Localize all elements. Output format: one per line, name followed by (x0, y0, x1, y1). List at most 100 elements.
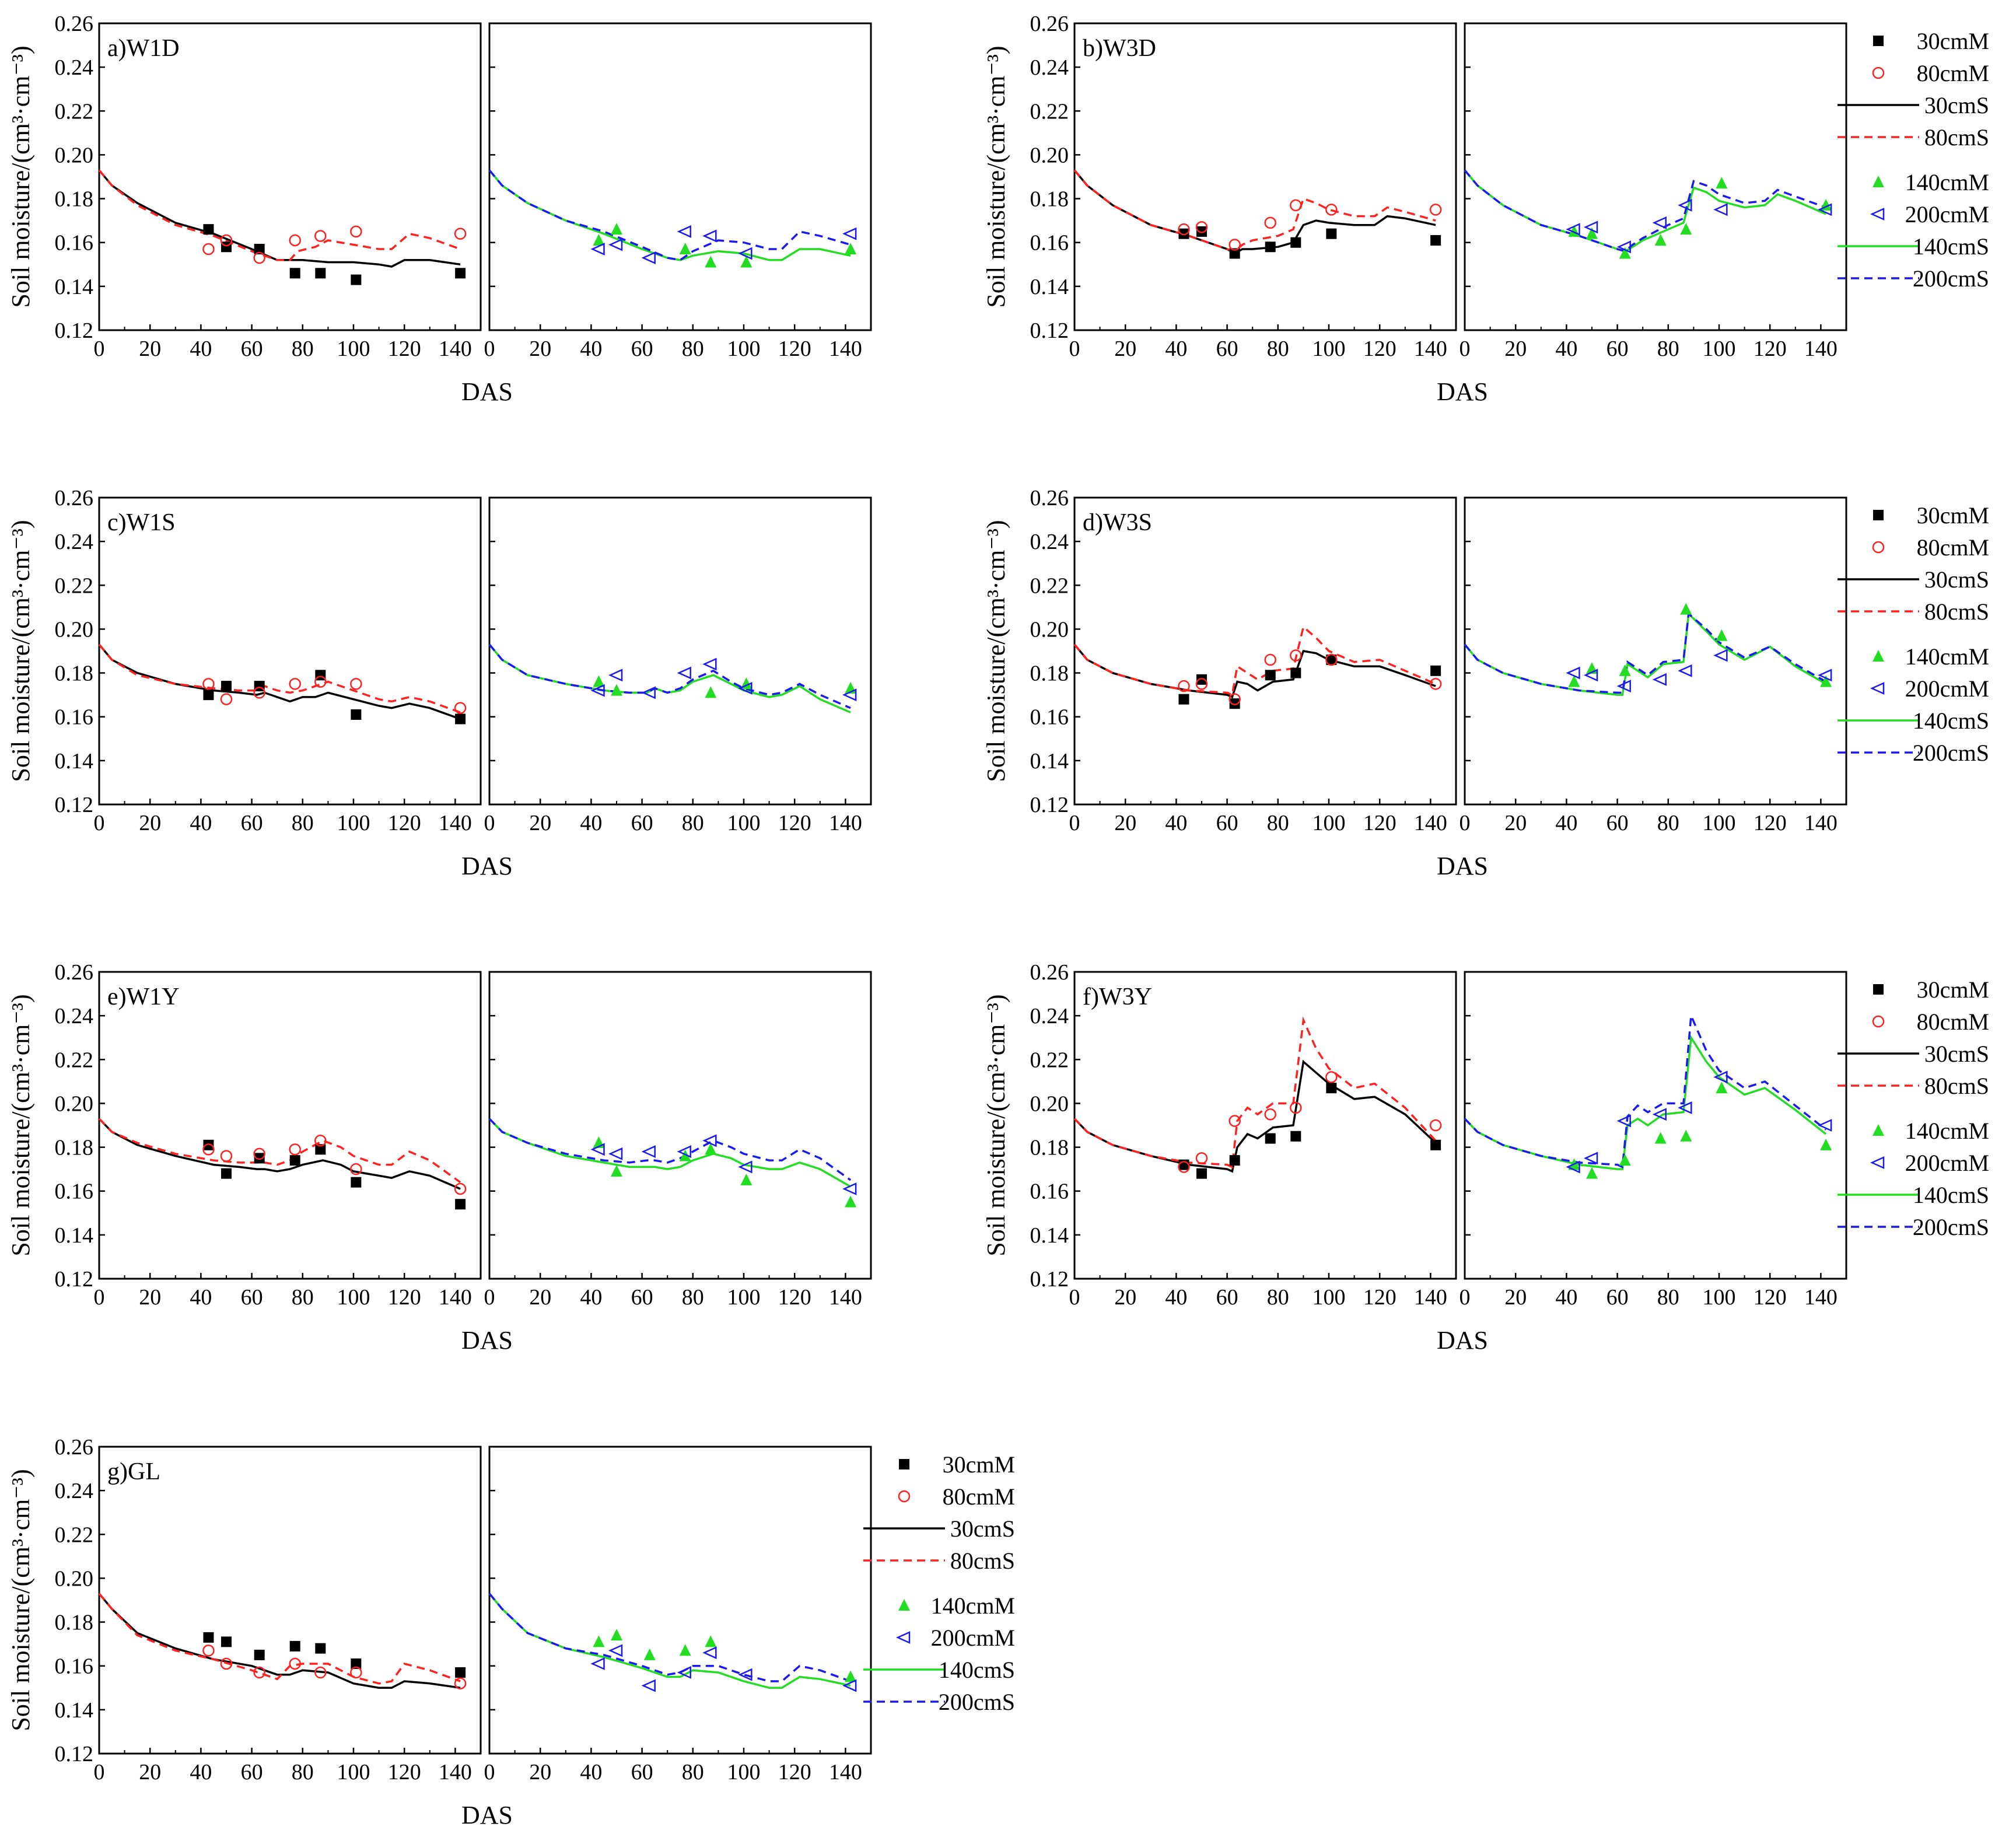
x-tick-label: 80 (1267, 337, 1289, 361)
data-point-30cmm (203, 690, 214, 701)
data-point-140cmm (1619, 664, 1631, 676)
x-tick-label: 140 (1804, 1285, 1838, 1310)
data-point-140cmm (1654, 1132, 1667, 1144)
y-axis-title: Soil moisture/(cm³·cm⁻³) (982, 994, 1010, 1256)
legend-swatch-200cmm (1870, 1156, 1885, 1169)
y-tick-label: 0.26 (1030, 486, 1069, 510)
data-point-200cmm (641, 1145, 656, 1159)
x-tick-label: 80 (292, 1285, 314, 1310)
legend-label-140cms: 140cmS (1913, 233, 1989, 260)
data-point-200cmm (1713, 203, 1728, 216)
data-point-200cmm (608, 238, 623, 251)
data-point-80cmm (1228, 693, 1241, 705)
x-tick-label: 0 (94, 337, 105, 361)
data-point-200cmm (677, 1145, 691, 1159)
data-point-80cmm (202, 243, 215, 256)
panel-a-w1d-subplot-2: 0 20 40 60 80 100 120 140 (484, 22, 872, 361)
legend-label-200cmm: 200cmM (1905, 201, 1989, 228)
data-point-200cmm (590, 1657, 605, 1670)
x-tick-label: 120 (778, 337, 811, 361)
data-point-80cmm (1195, 1152, 1208, 1164)
data-point-140cmm (705, 686, 717, 698)
panel-label: e)W1Y (107, 984, 180, 1010)
series-line-140cms (488, 643, 851, 713)
data-point-200cmm (842, 1182, 857, 1195)
data-point-140cmm (643, 1648, 656, 1660)
series-line-80cms (1073, 169, 1436, 253)
x-tick-label: 140 (1414, 337, 1447, 361)
data-point-140cmm (611, 684, 622, 696)
data-point-30cmm (1265, 1133, 1276, 1144)
data-point-80cmm (289, 1657, 301, 1670)
y-tick-label: 0.22 (55, 99, 94, 124)
x-tick-label: 0 (1460, 337, 1471, 361)
x-tick-label: 20 (139, 811, 161, 835)
legend-label-30cms: 30cmS (1924, 92, 1989, 118)
data-point-200cmm (1678, 1101, 1692, 1114)
data-point-30cmm (203, 224, 214, 235)
series-line-140cms (1464, 169, 1826, 253)
series-line-200cms (488, 169, 851, 261)
legend-swatch-140cmm (898, 1599, 910, 1611)
data-point-140cmm (1680, 1129, 1692, 1142)
x-tick-label: 40 (1165, 811, 1187, 835)
panel-f-w3y-subplot-2: 0 20 40 60 80 100 120 140 (1460, 971, 1847, 1310)
x-tick-label: 20 (1114, 1285, 1136, 1310)
x-tick-label: 140 (1414, 1285, 1447, 1310)
data-point-30cmm (1326, 655, 1337, 666)
y-tick-label: 0.12 (55, 1267, 94, 1292)
data-point-140cmm (1654, 233, 1667, 246)
panel-e-w1y-subplot-2: 0 20 40 60 80 100 120 140 (484, 971, 872, 1310)
x-tick-label: 120 (778, 1760, 811, 1784)
x-tick-label: 120 (778, 1285, 811, 1310)
data-point-30cmm (1265, 670, 1276, 681)
data-point-30cmm (351, 709, 362, 720)
y-tick-label: 0.26 (55, 960, 94, 985)
data-point-200cmm (1678, 198, 1692, 212)
panel-g-gl-subplot-2: 0 20 40 60 80 100 120 140 (484, 1446, 872, 1784)
x-tick-label: 40 (1165, 337, 1187, 361)
data-point-80cmm (202, 1644, 215, 1657)
x-tick-label: 40 (1555, 337, 1577, 361)
y-tick-label: 0.24 (55, 1004, 94, 1028)
legend-f-w3y: 30cmM 80cmM 30cmS 80cmS 140cmM 200cmM 140cmS 20… (1838, 977, 1989, 1240)
legend-label-200cmm: 200cmM (1905, 676, 1989, 702)
data-point-30cmm (254, 1153, 265, 1164)
data-point-80cmm (1290, 199, 1302, 212)
data-point-200cmm (1583, 1152, 1598, 1165)
legend-label-80cms: 80cmS (1924, 124, 1989, 151)
data-point-200cmm (608, 669, 623, 682)
legend-label-200cms: 200cmS (939, 1689, 1015, 1715)
data-point-140cmm (679, 242, 691, 254)
data-point-30cmm (1326, 228, 1337, 239)
x-tick-label: 20 (1504, 811, 1527, 835)
y-tick-label: 0.18 (1030, 1136, 1069, 1160)
legend-label-80cmm: 80cmM (1917, 1009, 1989, 1035)
x-tick-label: 20 (529, 811, 551, 835)
y-axis-title: Soil moisture/(cm³·cm⁻³) (6, 994, 35, 1256)
data-point-200cmm (1652, 673, 1667, 686)
data-point-30cmm (221, 1168, 232, 1179)
y-tick-label: 0.26 (1030, 960, 1069, 985)
x-tick-label: 40 (1555, 1285, 1577, 1310)
data-point-140cmm (1716, 629, 1728, 641)
data-point-200cmm (1583, 221, 1598, 234)
panel-g-gl-subplot-1: 0 20 40 60 80 100 120 140 0.12 0.14 0.16 0.18 0.20 0.… (55, 1435, 482, 1784)
panel-b-w3d-subplot-2: 0 20 40 60 80 100 120 140 (1460, 22, 1847, 361)
legend-label-200cms: 200cmS (1913, 1214, 1989, 1240)
data-point-30cmm (1430, 235, 1441, 246)
x-tick-label: 20 (529, 1760, 551, 1784)
x-tick-label: 0 (484, 811, 495, 835)
data-point-140cmm (593, 1635, 605, 1647)
data-point-200cmm (702, 1134, 717, 1147)
data-point-140cmm (593, 233, 605, 246)
legend-label-140cms: 140cmS (939, 1657, 1015, 1683)
x-tick-label: 80 (1657, 337, 1679, 361)
x-axis-title: DAS (461, 852, 513, 880)
data-point-80cmm (350, 1666, 362, 1679)
data-point-80cmm (1264, 653, 1276, 666)
x-tick-label: 140 (1414, 811, 1447, 835)
y-axis-title: Soil moisture/(cm³·cm⁻³) (6, 520, 35, 782)
x-tick-label: 20 (1504, 1285, 1527, 1310)
legend-swatch-200cmm (1870, 682, 1885, 695)
